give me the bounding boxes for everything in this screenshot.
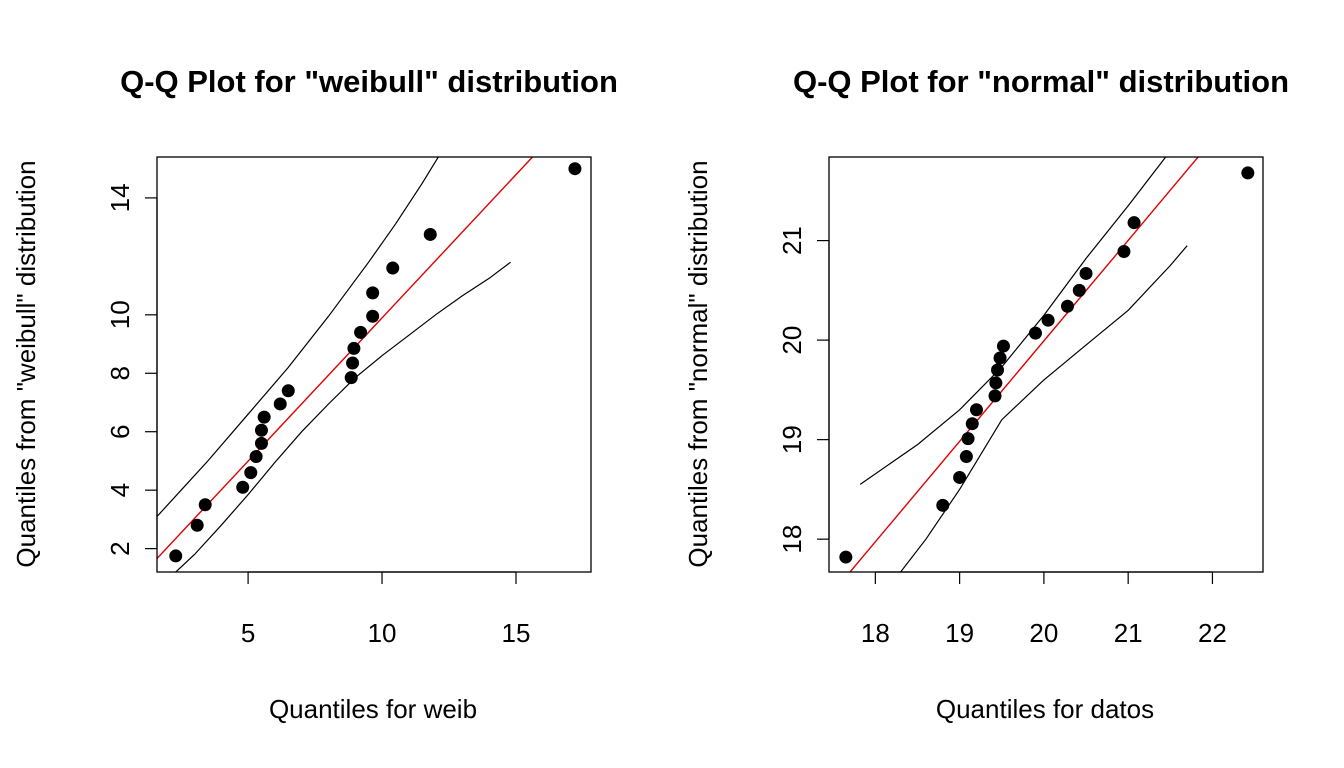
normal-confidence-envelopes [859,157,1188,572]
normal-data-point [1079,266,1093,280]
normal-y-tick-label: 21 [777,226,807,255]
normal-data-point [936,498,950,512]
normal-data-point [959,450,973,464]
normal-data-point [1072,283,1086,297]
weibull-data-point [347,341,361,355]
normal-y-tick-label: 19 [777,425,807,454]
normal-chart-title: Q-Q Plot for "normal" distribution [793,64,1289,99]
normal-x-axis-label: Quantiles for datos [936,694,1154,724]
weibull-data-point [236,480,250,494]
weibull-y-axis-label: Quantiles from "weibull" distribution [11,160,41,567]
weibull-x-axis-label: Quantiles for weib [269,694,477,724]
normal-data-point [989,376,1003,390]
normal-data-point [961,432,975,446]
weibull-data-point [366,309,380,323]
weibull-x-tick-label: 15 [502,618,531,648]
weibull-data-point [169,549,183,563]
weibull-y-tick-label: 2 [105,541,135,555]
normal-data-point [996,339,1010,353]
normal-y-tick-label: 20 [777,326,807,355]
weibull-chart-title: Q-Q Plot for "weibull" distribution [120,64,618,99]
weibull-confidence-envelopes [157,157,511,572]
normal-data-point [1060,299,1074,313]
weibull-data-point [346,356,360,370]
weibull-data-point [249,450,263,464]
normal-data-point [969,403,983,417]
weibull-data-point [344,371,358,385]
weibull-x-tick-label: 10 [368,618,397,648]
weibull-data-point [366,286,380,300]
normal-data-point [839,550,853,564]
normal-data-point [1117,245,1131,259]
normal-data-point [965,417,979,431]
normal-axes: 18 19 20 21 22 18 19 20 21 [777,226,1227,648]
weibull-plot-frame [156,156,592,573]
weibull-qq-panel: Q-Q Plot for "weibull" distribution Quan… [11,64,618,724]
normal-lower-envelope-line [900,245,1188,572]
weibull-y-tick-label: 10 [105,300,135,329]
normal-data-point [1041,313,1055,327]
normal-data-point [1028,326,1042,340]
normal-x-tick-label: 18 [861,618,890,648]
weibull-data-point [423,227,437,241]
normal-x-tick-label: 19 [945,618,974,648]
weibull-y-tick-label: 6 [105,424,135,438]
weibull-upper-envelope-line [157,157,439,517]
normal-y-tick-label: 18 [777,525,807,554]
normal-plot-frame [828,156,1264,573]
normal-x-tick-label: 21 [1114,618,1143,648]
normal-data-point [953,470,967,484]
normal-data-points [839,166,1255,564]
weibull-data-point [281,384,295,398]
weibull-lower-envelope-line [175,261,511,572]
normal-y-axis-label: Quantiles from "normal" distribution [683,160,713,567]
weibull-data-point [568,162,582,176]
weibull-data-point [273,397,287,411]
weibull-data-point [254,436,268,450]
weibull-y-tick-label: 8 [105,366,135,380]
normal-qq-panel: Q-Q Plot for "normal" distribution Quant… [683,64,1289,724]
weibull-data-points [169,162,582,563]
weibull-data-point [386,261,400,275]
weibull-y-tick-label: 14 [105,183,135,212]
normal-data-point [993,351,1007,365]
weibull-x-tick-label: 5 [241,618,255,648]
normal-reference-line [849,157,1200,572]
normal-data-point [991,363,1005,377]
weibull-data-point [254,423,268,437]
weibull-data-point [198,498,212,512]
normal-data-point [1127,216,1141,230]
normal-upper-envelope-line [859,157,1167,485]
weibull-data-point [190,518,204,532]
normal-x-tick-label: 22 [1198,618,1227,648]
weibull-data-point [354,325,368,339]
weibull-axes: 5 10 15 2 4 6 8 10 14 [105,183,530,648]
normal-data-point [1241,166,1255,180]
normal-reference-line-group [849,157,1200,572]
weibull-data-point [257,410,271,424]
weibull-data-point [244,466,258,480]
weibull-y-tick-label: 4 [105,483,135,497]
normal-x-tick-label: 20 [1029,618,1058,648]
normal-data-point [988,389,1002,403]
